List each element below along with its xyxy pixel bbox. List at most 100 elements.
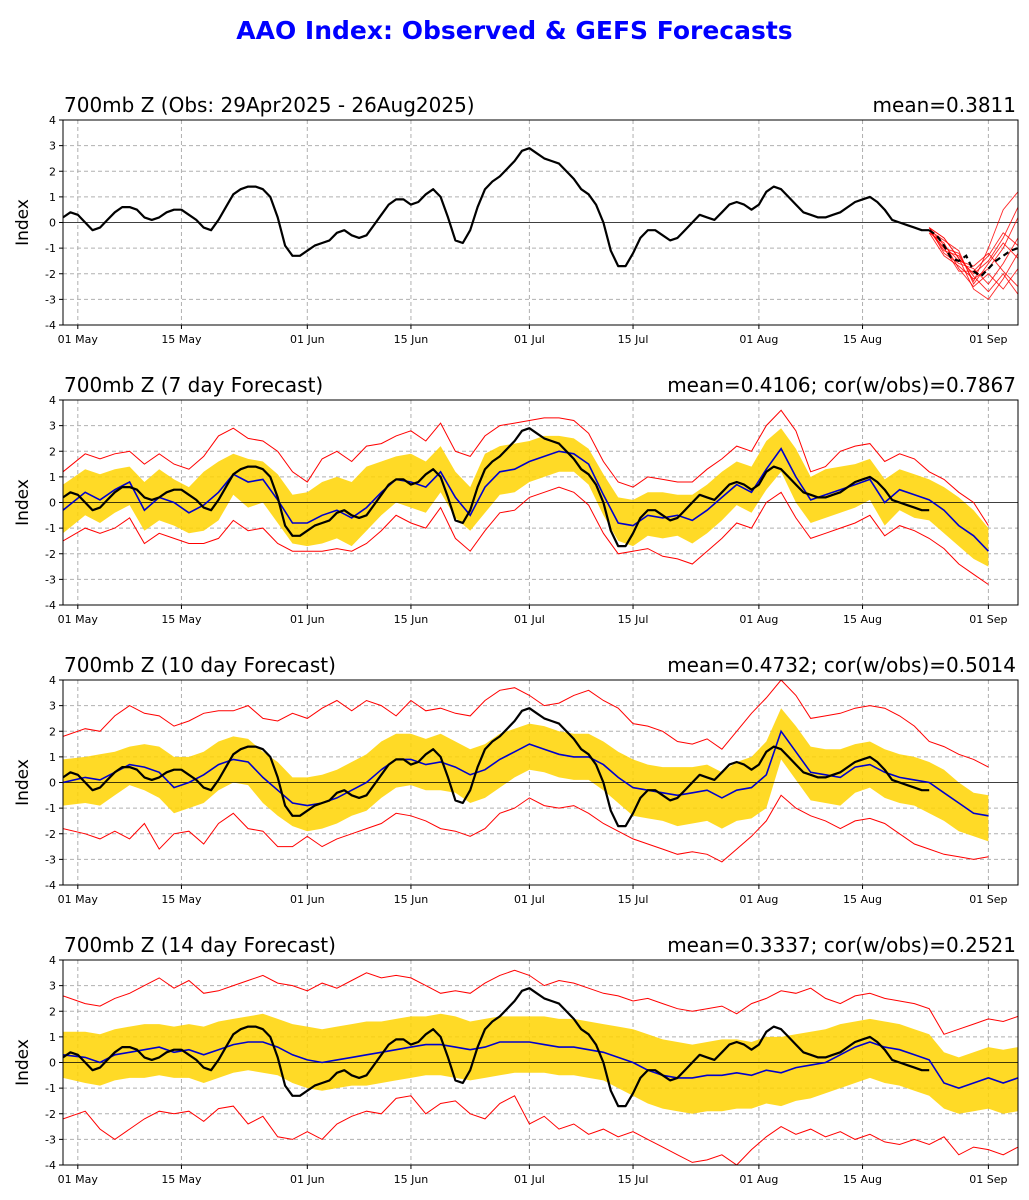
- observed-line: [63, 427, 930, 548]
- x-tick-label: 15 May: [161, 1173, 202, 1186]
- x-tick-label: 01 May: [58, 333, 99, 346]
- y-tick-label: 1: [49, 1031, 56, 1044]
- x-tick-label: 15 Aug: [843, 613, 882, 626]
- member-line: [928, 227, 1018, 288]
- plot-frame: [62, 399, 1019, 606]
- forecast-mean-line: [63, 729, 989, 817]
- plot-frame: [62, 119, 1019, 326]
- members-max-line: [63, 969, 1018, 1035]
- plot-area: [63, 969, 1018, 1165]
- y-tick-label: -2: [45, 548, 56, 561]
- y-tick-label: 0: [49, 217, 56, 230]
- y-tick-label: -2: [45, 828, 56, 841]
- observed-line: [63, 987, 930, 1108]
- x-tick-label: 01 Jul: [514, 613, 545, 626]
- x-tick-label: 01 Sep: [969, 1173, 1007, 1186]
- panel-stat: mean=0.4106; cor(w/obs)=0.7867: [667, 373, 1016, 397]
- y-tick-label: -4: [45, 599, 56, 612]
- x-tick-label: 01 Jul: [514, 893, 545, 906]
- y-axis-label: Index: [13, 479, 33, 526]
- plot-area: [63, 680, 1018, 863]
- x-tick-label: 15 Jul: [618, 893, 649, 906]
- main-title: AAO Index: Observed & GEFS Forecasts: [236, 16, 793, 45]
- members-max-line: [63, 409, 989, 526]
- x-tick-label: 01 Jul: [514, 1173, 545, 1186]
- y-tick-label: -3: [45, 573, 56, 586]
- x-tick-label: 15 Jun: [394, 893, 429, 906]
- plot-area: [63, 409, 1018, 585]
- panel-title: 700mb Z (14 day Forecast): [64, 933, 336, 957]
- plot-frame: [62, 679, 1019, 886]
- x-tick-label: 15 Jun: [394, 333, 429, 346]
- spread-band: [63, 1013, 1018, 1114]
- x-tick-label: 01 Jun: [290, 1173, 325, 1186]
- x-tick-label: 01 Sep: [969, 333, 1007, 346]
- x-tick-label: 15 Jul: [618, 613, 649, 626]
- x-tick-label: 15 Jul: [618, 1173, 649, 1186]
- y-tick-label: 0: [49, 777, 56, 790]
- forecast-mean-line: [63, 447, 989, 552]
- y-tick-label: 2: [49, 445, 56, 458]
- y-tick-label: -1: [45, 242, 56, 255]
- y-tick-label: -1: [45, 802, 56, 815]
- observed-line: [63, 147, 930, 268]
- member-line: [928, 229, 1018, 285]
- x-tick-label: 15 Aug: [843, 1173, 882, 1186]
- y-tick-label: 1: [49, 751, 56, 764]
- y-tick-label: -3: [45, 293, 56, 306]
- x-tick-label: 15 May: [161, 613, 202, 626]
- x-tick-label: 01 Jun: [290, 893, 325, 906]
- x-tick-label: 01 Aug: [739, 333, 778, 346]
- spread-band: [63, 708, 989, 842]
- panel-stat: mean=0.3811: [873, 93, 1016, 117]
- panel-4: 700mb Z (14 day Forecast) mean=0.3337; co…: [13, 933, 1019, 1186]
- panel-stat: mean=0.4732; cor(w/obs)=0.5014: [667, 653, 1016, 677]
- member-line: [928, 229, 1018, 272]
- x-tick-label: 15 Jun: [394, 613, 429, 626]
- y-tick-label: 2: [49, 725, 56, 738]
- panel-1: 700mb Z (Obs: 29Apr2025 - 26Aug2025) mean…: [13, 93, 1019, 346]
- y-tick-label: 4: [49, 394, 56, 407]
- x-tick-label: 01 Jun: [290, 613, 325, 626]
- x-tick-label: 01 Sep: [969, 613, 1007, 626]
- y-tick-label: 3: [49, 140, 56, 153]
- x-tick-label: 01 Jul: [514, 333, 545, 346]
- spread-band: [63, 428, 989, 567]
- ensemble-mean-line: [928, 229, 1018, 278]
- y-tick-label: 4: [49, 954, 56, 967]
- member-line: [928, 227, 1018, 301]
- members-max-line: [63, 680, 989, 768]
- x-tick-label: 01 May: [58, 1173, 99, 1186]
- y-axis-label: Index: [13, 1039, 33, 1086]
- y-tick-label: 3: [49, 700, 56, 713]
- x-tick-label: 01 Aug: [739, 613, 778, 626]
- y-tick-label: -3: [45, 853, 56, 866]
- panel-title: 700mb Z (7 day Forecast): [64, 373, 323, 397]
- panel-3: 700mb Z (10 day Forecast) mean=0.4732; co…: [13, 653, 1019, 906]
- x-tick-label: 01 May: [58, 893, 99, 906]
- y-tick-label: -4: [45, 1159, 56, 1172]
- member-line: [928, 227, 1018, 285]
- members-min-line: [63, 794, 989, 863]
- x-tick-label: 01 Jun: [290, 333, 325, 346]
- y-tick-label: 3: [49, 420, 56, 433]
- y-tick-label: 3: [49, 980, 56, 993]
- panel-title: 700mb Z (10 day Forecast): [64, 653, 336, 677]
- x-tick-label: 01 May: [58, 613, 99, 626]
- y-axis-label: Index: [13, 759, 33, 806]
- panel-2: 700mb Z (7 day Forecast) mean=0.4106; cor…: [13, 373, 1019, 626]
- x-tick-label: 15 Aug: [843, 333, 882, 346]
- y-tick-label: -4: [45, 319, 56, 332]
- y-tick-label: 0: [49, 497, 56, 510]
- x-tick-label: 01 Aug: [739, 893, 778, 906]
- x-tick-label: 15 May: [161, 893, 202, 906]
- y-tick-label: -2: [45, 268, 56, 281]
- panel-title: 700mb Z (Obs: 29Apr2025 - 26Aug2025): [64, 93, 475, 117]
- member-line: [928, 191, 1018, 283]
- x-tick-label: 01 Sep: [969, 893, 1007, 906]
- y-tick-label: 2: [49, 1005, 56, 1018]
- x-tick-label: 15 May: [161, 333, 202, 346]
- x-tick-label: 15 Jun: [394, 1173, 429, 1186]
- y-tick-label: -1: [45, 522, 56, 535]
